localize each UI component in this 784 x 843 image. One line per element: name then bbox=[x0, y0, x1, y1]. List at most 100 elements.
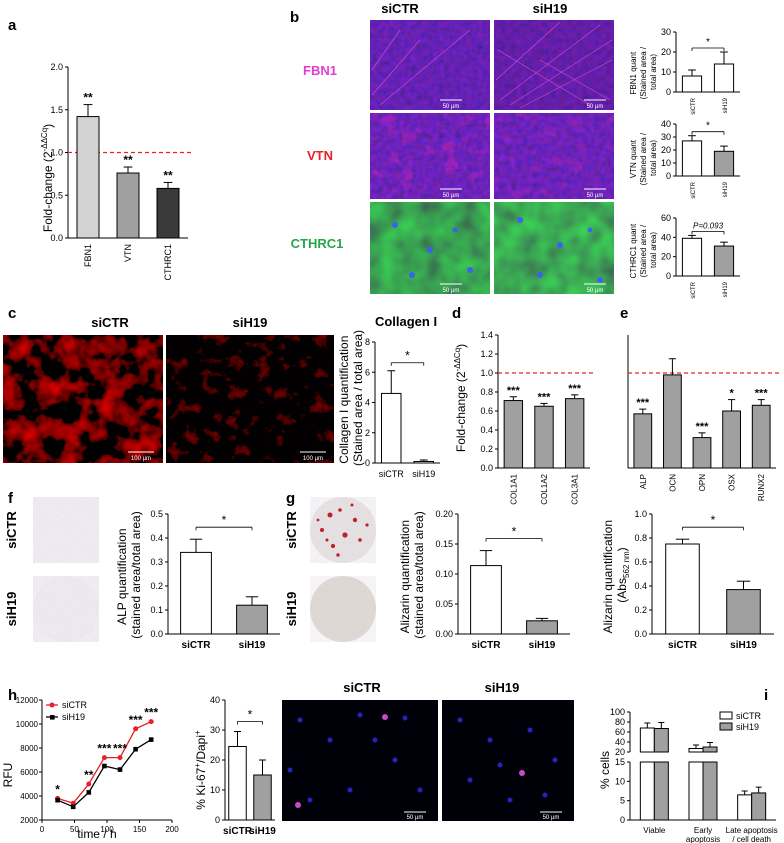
ph-xtick-label: 50 bbox=[70, 825, 79, 834]
pi-ytick-label: 10 bbox=[615, 776, 625, 786]
panel-h-img-ctr: siCTR bbox=[343, 680, 381, 695]
phk-bar-sictr bbox=[228, 746, 247, 821]
well-alizarin-h19-texture bbox=[310, 576, 376, 642]
panel-d-ylabel-sup: -ΔΔCq bbox=[453, 348, 462, 372]
pb1-bar-sih19 bbox=[713, 63, 735, 93]
pe-bar-ocn bbox=[663, 374, 682, 469]
ph-point-sih19 bbox=[55, 797, 60, 803]
pb3-category-label: siH19 bbox=[723, 281, 729, 297]
ph-xtick-label: 100 bbox=[100, 825, 114, 834]
ph-legend-ctr-marker bbox=[49, 702, 55, 708]
legend-i-h19-swatch bbox=[719, 722, 733, 731]
ph-legend-h19-marker bbox=[50, 715, 55, 720]
panel-f-ylabel: ALP quantification (stained area/total a… bbox=[115, 511, 143, 638]
pi-ytick-label: 20 bbox=[615, 747, 625, 757]
pe-category-label: ALP bbox=[639, 474, 648, 489]
pi-bar-sictr-upper bbox=[639, 727, 655, 753]
pg1-significance-label: * bbox=[512, 525, 517, 539]
pb1-ytick-label: 20 bbox=[661, 47, 671, 57]
ph-point-sih19 bbox=[148, 737, 154, 742]
ki67-nuclei bbox=[287, 712, 558, 803]
pa-ytick-label: 0.0 bbox=[50, 233, 63, 243]
pi-bar-sictr-lower bbox=[688, 761, 704, 821]
ph-ytick-label: 4000 bbox=[20, 792, 38, 801]
ph-significance-star: ** bbox=[84, 768, 94, 782]
pe-significance-star: *** bbox=[755, 388, 769, 400]
panel-b-cthrc1-chart: 0 20 40 60 siCTR siH19 P=0.093 bbox=[661, 213, 740, 299]
ph-xtick-label: 150 bbox=[133, 825, 147, 834]
panel-b-header-ctr: siCTR bbox=[381, 1, 419, 16]
pd-significance-star: *** bbox=[538, 391, 552, 403]
pf-category-label: siH19 bbox=[239, 640, 266, 651]
pd-significance-star: *** bbox=[568, 383, 582, 395]
panel-e-chart: ALP *** OCN OPN *** OSX * RUNX2 *** bbox=[627, 335, 780, 501]
pd-ytick-label: 1.4 bbox=[480, 330, 493, 340]
pa-bar-cthrc1 bbox=[156, 187, 180, 239]
pf-bar-sih19 bbox=[236, 604, 268, 635]
pc-category-label: siCTR bbox=[379, 469, 404, 479]
pi-bar-sih19-lower bbox=[653, 761, 669, 821]
pe-bar-osx bbox=[722, 410, 741, 469]
panel-g-ylabel1: Alizarin quantification (stained area/to… bbox=[398, 511, 426, 638]
pf-ytick-label: 0.5 bbox=[150, 509, 163, 519]
phk-category-label: siH19 bbox=[249, 826, 276, 837]
vtn-ylabel-line2: (Stained area / bbox=[639, 132, 648, 185]
pe-bar-runx2 bbox=[751, 404, 771, 469]
cthrc1-ylabel-line3: total area) bbox=[649, 232, 658, 268]
pg1-ytick-label: 0.15 bbox=[435, 539, 453, 549]
panel-f-ylabel-line1: ALP quantification bbox=[115, 528, 129, 625]
pi-category-label-part: Early bbox=[694, 826, 712, 835]
fbn1-ylabel-line2: (Stained area / bbox=[639, 46, 648, 99]
pa-bar-vtn bbox=[116, 172, 140, 239]
panel-f-ylabel-line2: (stained area/total area) bbox=[129, 511, 143, 638]
cthrc1-ylabel-line1: CTHRC1 quant bbox=[629, 223, 638, 278]
pi-category-label: Late apoptosis / cell death bbox=[726, 826, 778, 843]
scale-col1-ctr: 100 µm bbox=[131, 456, 151, 462]
pa-ytick-label: 2.0 bbox=[50, 62, 63, 72]
pb2-ytick-label: 40 bbox=[661, 119, 671, 129]
pb3-ytick-label: 40 bbox=[661, 232, 671, 242]
panel-c-ylabel-line2: (Stained area / total area) bbox=[351, 330, 365, 466]
pd-ytick-label: 1.0 bbox=[480, 368, 493, 378]
micrograph-vtn-h19-stain bbox=[494, 113, 614, 199]
panel-a-ylabel-sup: -ΔΔCq bbox=[40, 128, 49, 152]
pb1-category-label: siH19 bbox=[723, 97, 729, 113]
pi-category-label-part: / cell death bbox=[732, 835, 771, 843]
pg2-bar-sictr bbox=[665, 543, 700, 635]
pe-category-label: OPN bbox=[698, 474, 707, 492]
panel-f-row-h19: siH19 bbox=[4, 592, 19, 627]
pb2-category-label: siH19 bbox=[723, 181, 729, 197]
pi-bar-sih19 bbox=[751, 792, 767, 821]
micrograph-fbn1-h19-nuclei bbox=[494, 20, 614, 110]
pb2-ytick-label: 10 bbox=[661, 158, 671, 168]
ki67-positive-nuclei bbox=[295, 714, 525, 808]
pg2-category-label: siCTR bbox=[668, 640, 698, 651]
pf-category-label: siCTR bbox=[182, 640, 212, 651]
panel-h-ylabel: RFU bbox=[1, 763, 15, 788]
phk-significance-label: * bbox=[248, 708, 253, 722]
ph-xtick-label: 0 bbox=[40, 825, 45, 834]
micrograph-cthrc1-nuclei bbox=[392, 217, 603, 283]
micrograph-ki67-ctr bbox=[282, 700, 438, 821]
micrograph-fbn1-fibers bbox=[371, 21, 613, 109]
ph-point-sictr bbox=[86, 781, 92, 787]
pi-ytick-label: 60 bbox=[615, 727, 625, 737]
pb3-ytick-label: 0 bbox=[666, 271, 671, 281]
pi-ytick-label: 40 bbox=[615, 737, 625, 747]
panel-b-cthrc1-ylabel: CTHRC1 quant (Stained area / total area) bbox=[629, 222, 658, 279]
pb3-ytick-label: 60 bbox=[661, 213, 671, 223]
micrograph-vtn-ctr-stain bbox=[370, 113, 490, 199]
pb3-ytick-label: 20 bbox=[661, 252, 671, 262]
pg1-ytick-label: 0.20 bbox=[435, 509, 453, 519]
ph-point-sih19 bbox=[102, 763, 107, 769]
ki-ylabel-main: % Ki-67 bbox=[194, 767, 208, 809]
pa-ytick-label: 1.5 bbox=[50, 105, 63, 115]
ph-point-sih19 bbox=[133, 746, 138, 752]
pe-category-label: OSX bbox=[728, 473, 737, 491]
scale-cthrc1-h19: 50 µm bbox=[587, 288, 604, 294]
panel-c-label: c bbox=[8, 305, 16, 322]
panel-a-chart: 0.0 0.5 1.0 1.5 2.0 FBN1 ** VTN ** CTHRC1 ** bbox=[50, 62, 192, 281]
pd-ytick-label: 0.2 bbox=[480, 444, 493, 454]
pd-ytick-label: 0.8 bbox=[480, 387, 493, 397]
